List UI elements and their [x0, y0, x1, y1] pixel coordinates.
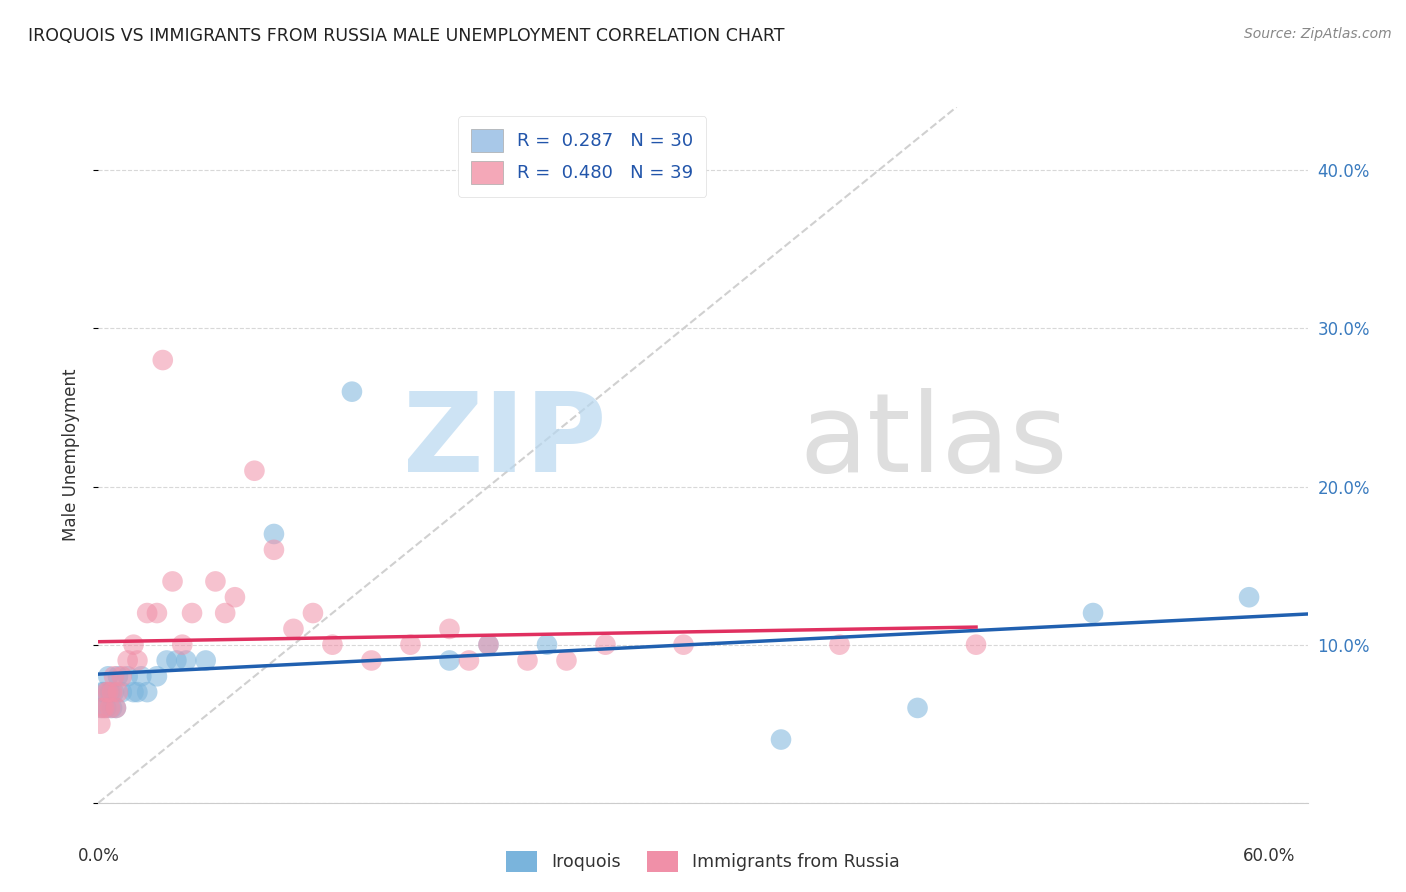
- Point: [111, 685, 134, 699]
- Legend: Iroquois, Immigrants from Russia: Iroquois, Immigrants from Russia: [499, 844, 907, 879]
- Text: Source: ZipAtlas.com: Source: ZipAtlas.com: [1244, 27, 1392, 41]
- Point: [104, 701, 127, 715]
- Point: [103, 685, 125, 699]
- Point: [555, 653, 578, 667]
- Point: [91, 685, 114, 699]
- Point: [1081, 606, 1104, 620]
- Point: [103, 669, 125, 683]
- Point: [172, 638, 194, 652]
- Point: [360, 653, 382, 667]
- Point: [458, 653, 481, 667]
- Y-axis label: Male Unemployment: Male Unemployment: [62, 368, 80, 541]
- Point: [136, 685, 159, 699]
- Point: [146, 669, 169, 683]
- Text: IROQUOIS VS IMMIGRANTS FROM RUSSIA MALE UNEMPLOYMENT CORRELATION CHART: IROQUOIS VS IMMIGRANTS FROM RUSSIA MALE …: [28, 27, 785, 45]
- Point: [89, 701, 111, 715]
- Point: [162, 574, 184, 589]
- Point: [117, 653, 139, 667]
- Point: [122, 638, 145, 652]
- Point: [321, 638, 343, 652]
- Point: [263, 527, 285, 541]
- Point: [477, 638, 499, 652]
- Point: [101, 685, 124, 699]
- Point: [536, 638, 558, 652]
- Point: [672, 638, 695, 652]
- Point: [439, 653, 461, 667]
- Text: ZIP: ZIP: [404, 387, 606, 494]
- Point: [136, 606, 159, 620]
- Point: [769, 732, 792, 747]
- Point: [111, 669, 134, 683]
- Point: [127, 653, 149, 667]
- Point: [516, 653, 538, 667]
- Point: [181, 606, 204, 620]
- Point: [477, 638, 499, 652]
- Point: [98, 701, 121, 715]
- Point: [302, 606, 325, 620]
- Point: [107, 685, 129, 699]
- Point: [98, 685, 121, 699]
- Point: [194, 653, 217, 667]
- Point: [93, 701, 115, 715]
- Point: [96, 701, 118, 715]
- Point: [399, 638, 422, 652]
- Point: [96, 685, 118, 699]
- Point: [93, 685, 115, 699]
- Point: [97, 669, 120, 683]
- Point: [965, 638, 987, 652]
- Point: [1237, 591, 1260, 605]
- Point: [439, 622, 461, 636]
- Point: [101, 701, 124, 715]
- Legend: R =  0.287   N = 30, R =  0.480   N = 39: R = 0.287 N = 30, R = 0.480 N = 39: [458, 116, 706, 197]
- Point: [204, 574, 226, 589]
- Point: [283, 622, 305, 636]
- Point: [595, 638, 617, 652]
- Point: [104, 701, 127, 715]
- Point: [89, 716, 111, 731]
- Text: atlas: atlas: [800, 387, 1069, 494]
- Point: [224, 591, 246, 605]
- Point: [131, 669, 153, 683]
- Point: [122, 685, 145, 699]
- Point: [828, 638, 851, 652]
- Point: [91, 701, 114, 715]
- Point: [117, 669, 139, 683]
- Text: 0.0%: 0.0%: [77, 847, 120, 865]
- Point: [340, 384, 363, 399]
- Point: [263, 542, 285, 557]
- Point: [907, 701, 929, 715]
- Point: [165, 653, 187, 667]
- Point: [174, 653, 197, 667]
- Point: [214, 606, 236, 620]
- Point: [107, 669, 129, 683]
- Point: [152, 353, 174, 368]
- Point: [243, 464, 266, 478]
- Point: [127, 685, 149, 699]
- Text: 60.0%: 60.0%: [1243, 847, 1295, 865]
- Point: [156, 653, 179, 667]
- Point: [97, 685, 120, 699]
- Point: [146, 606, 169, 620]
